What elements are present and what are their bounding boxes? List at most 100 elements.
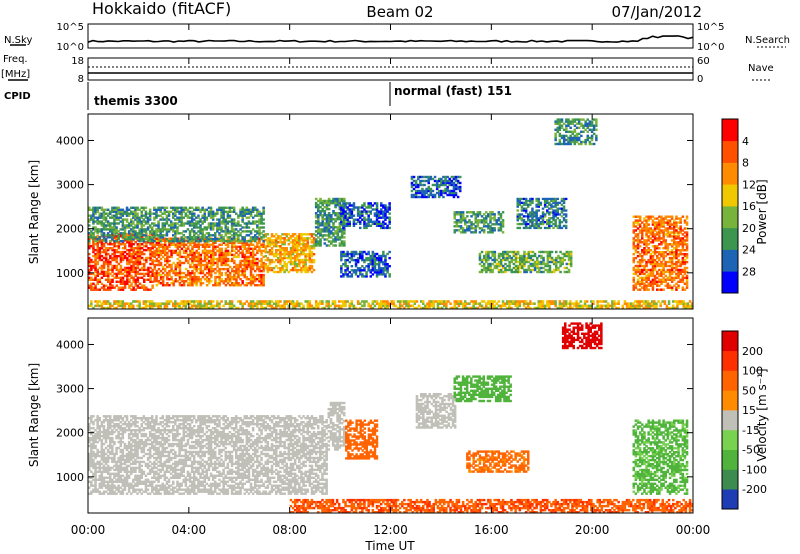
- power-cell: [201, 269, 205, 273]
- power-cell: [205, 238, 209, 241]
- power-cell: [559, 264, 562, 268]
- power-cell: [350, 275, 354, 278]
- power-cell: [94, 286, 97, 289]
- power-cell: [388, 265, 391, 268]
- power-cell: [552, 222, 555, 226]
- power-cell: [161, 249, 165, 253]
- power-cell: [96, 228, 99, 231]
- power-cell: [548, 224, 551, 228]
- power-cell: [241, 271, 244, 275]
- power-cell: [340, 206, 343, 209]
- power-cell: [293, 264, 297, 268]
- power-cell: [115, 254, 118, 258]
- power-cell: [107, 274, 110, 277]
- power-cell: [361, 214, 364, 217]
- power-cell: [643, 266, 646, 270]
- power-cell: [197, 220, 200, 223]
- power-cell: [354, 250, 358, 254]
- power-cell: [438, 179, 441, 183]
- power-cell: [132, 236, 135, 239]
- power-cell: [666, 270, 670, 274]
- power-cell: [291, 266, 295, 270]
- power-cell: [153, 224, 156, 227]
- power-cell: [491, 211, 494, 214]
- power-cell: [548, 266, 552, 270]
- power-cell: [102, 272, 106, 276]
- power-cell: [228, 241, 232, 244]
- power-cell: [647, 247, 650, 250]
- power-cell: [111, 238, 114, 241]
- power-cell: [491, 254, 494, 258]
- power-cell: [429, 189, 433, 193]
- power-cell: [130, 252, 133, 256]
- power-cell: [136, 260, 140, 264]
- power-cell: [113, 232, 116, 235]
- power-cell: [159, 243, 163, 246]
- power-cell: [106, 234, 110, 237]
- power-cell: [111, 256, 114, 260]
- power-cell: [165, 230, 169, 233]
- power-cell: [111, 216, 114, 219]
- power-cell: [681, 241, 685, 244]
- power-cell: [673, 241, 676, 244]
- power-cell: [136, 212, 139, 215]
- power-cell: [673, 221, 676, 224]
- power-cell: [279, 262, 282, 266]
- power-cell: [548, 211, 551, 214]
- power-cell: [636, 268, 640, 272]
- power-cell: [552, 201, 555, 204]
- power-cell: [220, 222, 223, 225]
- power-cell: [176, 208, 179, 211]
- power-cell: [195, 238, 198, 241]
- power-cell: [184, 259, 188, 263]
- power-cell: [266, 268, 270, 272]
- power-cell: [542, 270, 545, 274]
- power-cell: [164, 284, 167, 287]
- power-cell: [369, 212, 372, 215]
- power-cell: [144, 210, 148, 213]
- power-cell: [123, 210, 127, 213]
- power-cell: [308, 245, 312, 248]
- cpid-panel: CPID themis 3300 normal (fast) 151: [4, 82, 512, 110]
- power-cell: [184, 280, 188, 283]
- power-cell: [149, 270, 152, 274]
- power-cell: [683, 231, 687, 234]
- power-cell: [100, 250, 104, 254]
- power-cell: [195, 236, 198, 239]
- power-cell: [541, 215, 545, 218]
- power-cell: [681, 280, 685, 283]
- power-cell: [121, 222, 125, 225]
- power-cell: [638, 276, 642, 280]
- power-cell: [489, 229, 492, 232]
- power-cell: [499, 270, 503, 274]
- power-cell: [104, 208, 108, 211]
- power-cell: [510, 250, 513, 254]
- power-cell: [554, 215, 557, 218]
- power-cell: [205, 267, 209, 271]
- power-cell: [327, 228, 331, 231]
- power-cell: [670, 243, 674, 246]
- power-cell: [356, 210, 360, 213]
- power-cell: [153, 208, 156, 211]
- power-cell: [208, 243, 211, 246]
- power-cell: [115, 228, 118, 231]
- power-cell: [499, 223, 503, 226]
- power-cell: [468, 211, 471, 214]
- power-cell: [272, 239, 276, 242]
- power-cell: [375, 210, 379, 213]
- power-cell: [249, 241, 253, 244]
- power-cell: [670, 270, 674, 274]
- power-cell: [493, 229, 496, 232]
- power-cell: [130, 206, 133, 209]
- power-cell: [296, 239, 299, 242]
- power-cell: [429, 193, 433, 197]
- power-cell: [224, 280, 228, 283]
- power-cell: [569, 122, 572, 125]
- power-cell: [237, 240, 240, 243]
- power-cell: [270, 266, 274, 270]
- power-cell: [205, 265, 209, 269]
- power-cell: [359, 226, 362, 230]
- power-cell: [195, 220, 198, 223]
- power-cell: [352, 202, 356, 205]
- power-cell: [184, 275, 188, 279]
